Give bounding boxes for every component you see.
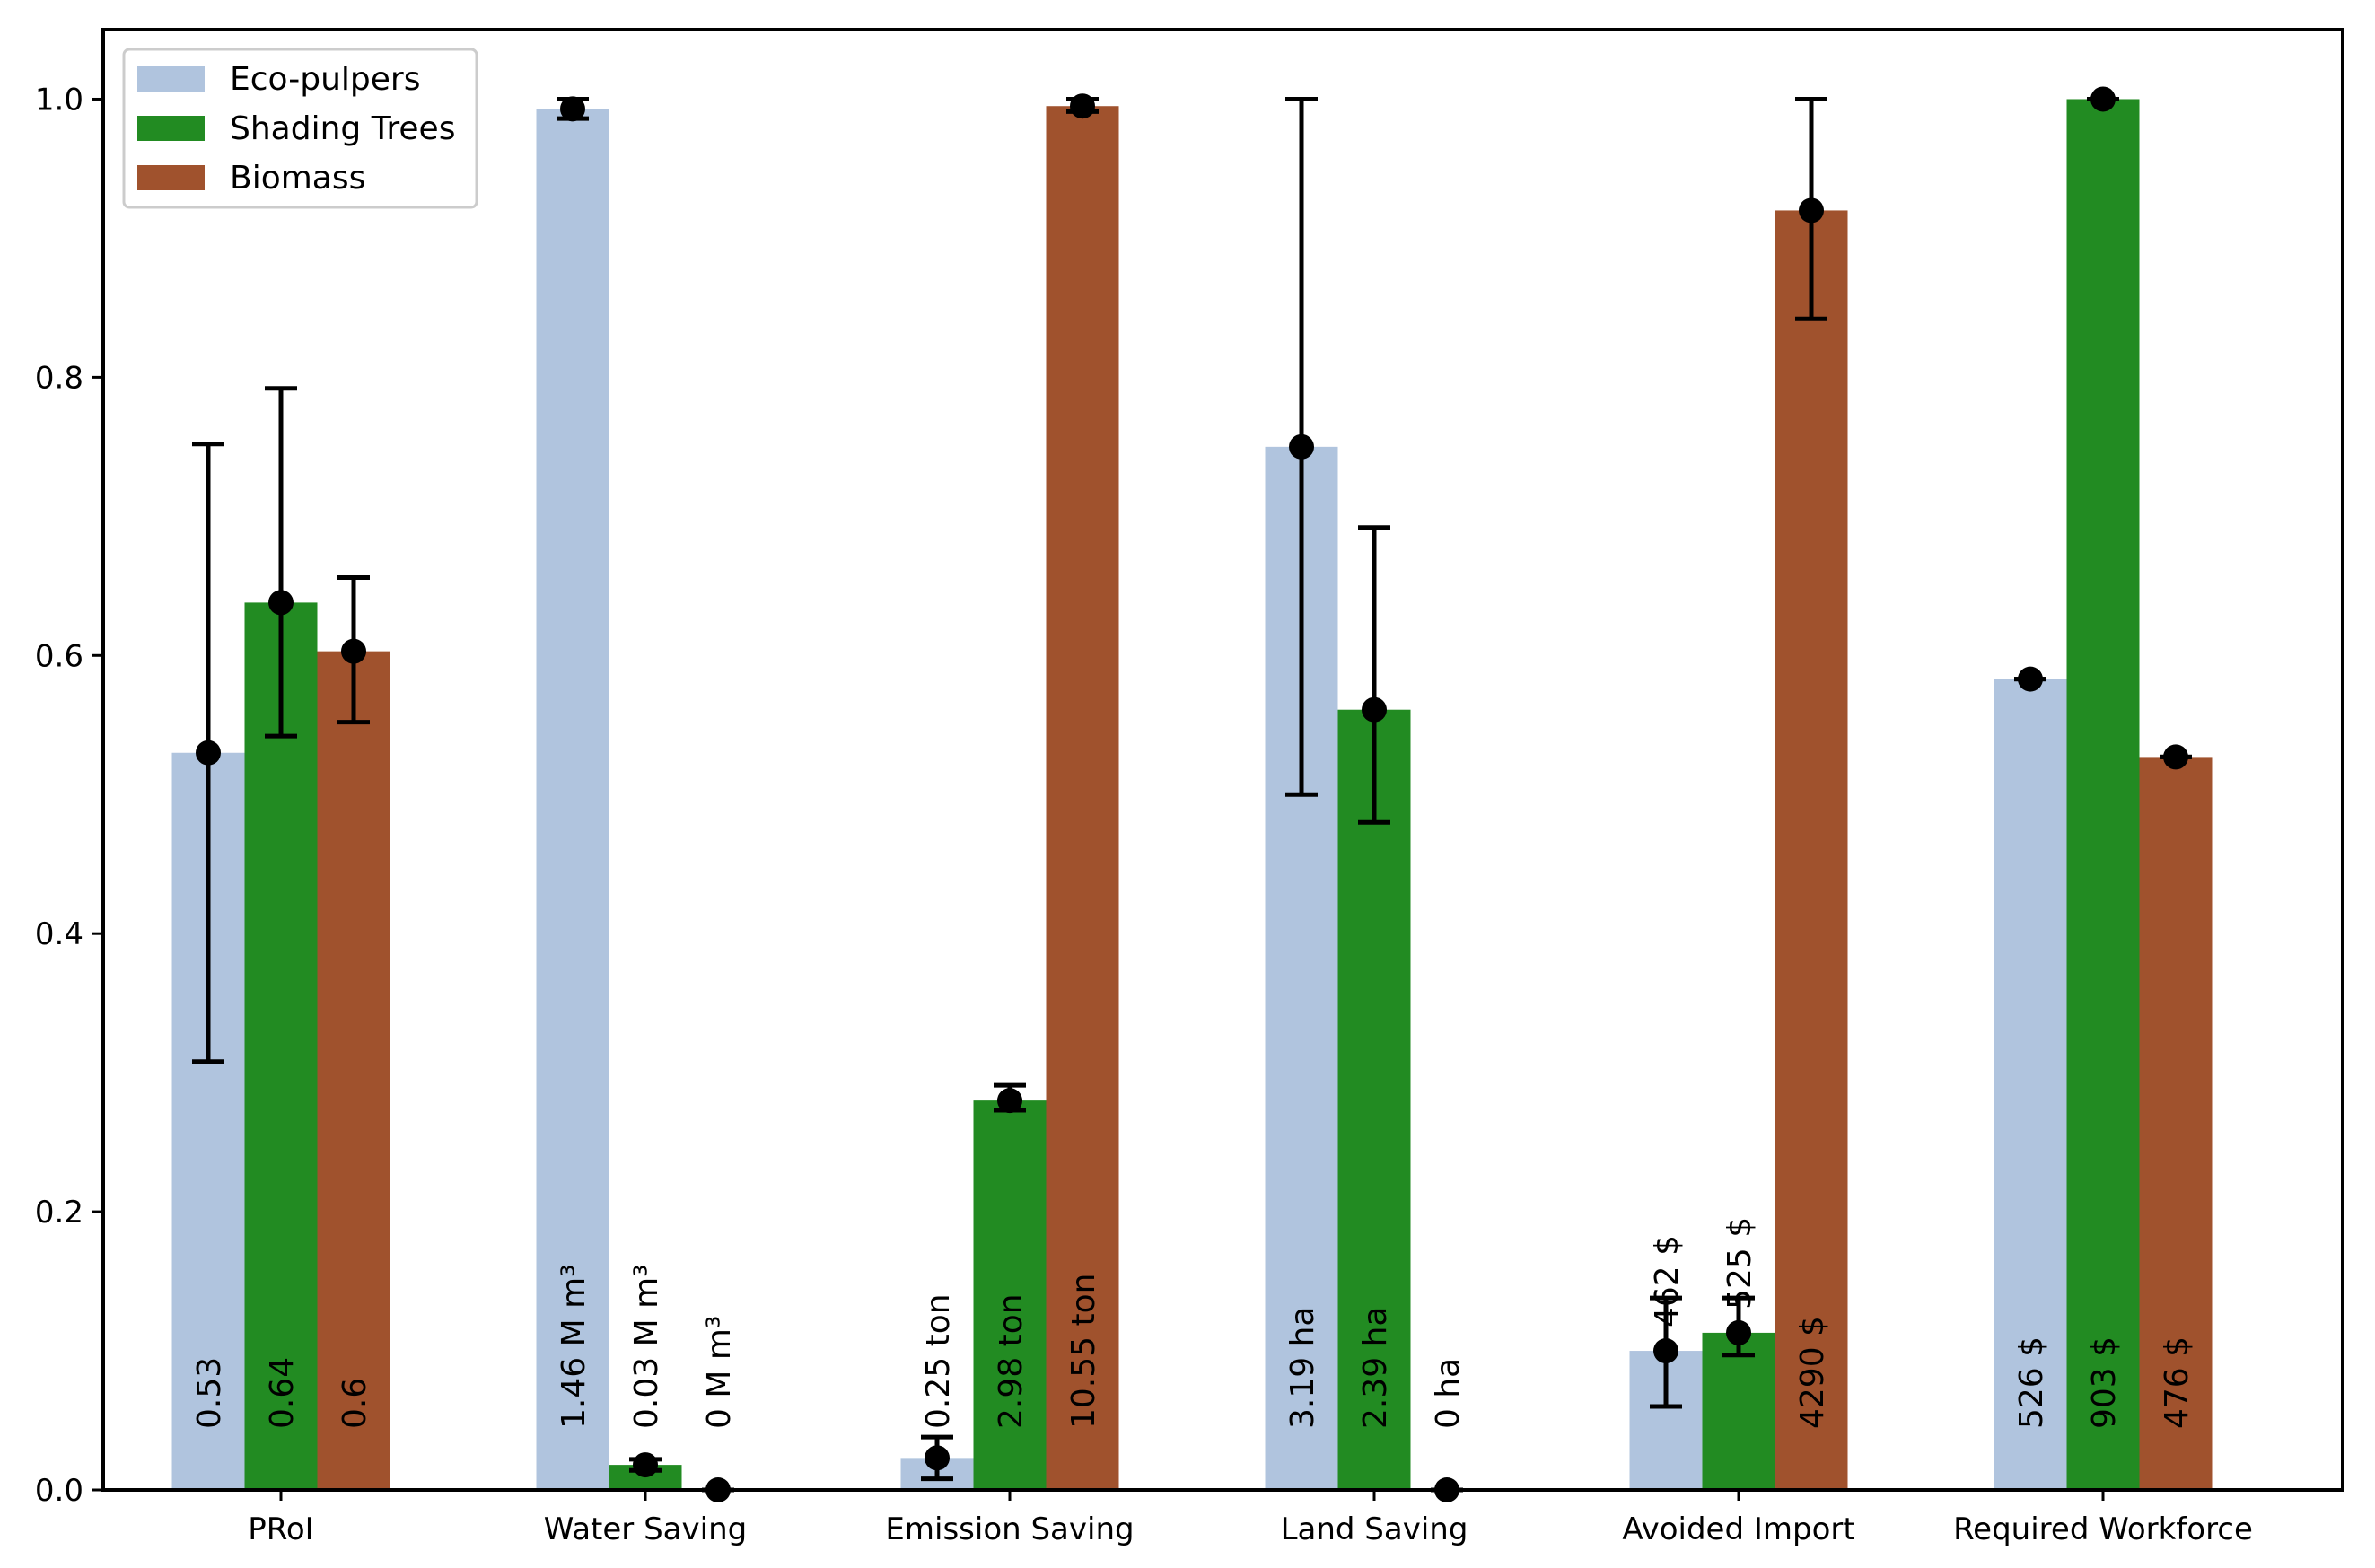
x-tick-label-0: PRoI xyxy=(248,1511,313,1547)
bar-label-0-5: 526 $ xyxy=(2013,1336,2050,1429)
bars-layer xyxy=(171,99,2213,1491)
legend-box xyxy=(122,48,478,209)
axes-frame xyxy=(101,28,2344,1492)
y-tick-label-0: 0.0 xyxy=(35,1473,83,1509)
bar-label-0-3: 3.19 ha xyxy=(1284,1307,1321,1429)
bar-label-2-3: 0 ha xyxy=(1430,1358,1467,1429)
bar-label-2-5: 476 $ xyxy=(2159,1336,2195,1429)
bar-label-2-1: 0 M m³ xyxy=(701,1316,738,1429)
mean-point-2-2 xyxy=(1070,93,1095,119)
mean-point-0-4 xyxy=(1653,1338,1678,1364)
mean-point-0-5 xyxy=(2018,666,2043,692)
mean-point-1-0 xyxy=(268,590,294,616)
bar-label-1-0: 0.64 xyxy=(264,1357,301,1429)
bar-label-1-5: 903 $ xyxy=(2086,1336,2123,1429)
bar-label-2-0: 0.6 xyxy=(337,1378,373,1429)
mean-point-0-0 xyxy=(196,740,221,766)
legend-label-0: Eco-pulpers xyxy=(230,61,420,98)
y-tick-label-4: 0.8 xyxy=(35,360,83,396)
bar-label-1-3: 2.39 ha xyxy=(1357,1307,1394,1429)
legend: Eco-pulpers Shading Trees Biomass xyxy=(122,48,478,209)
x-tick-label-1: Water Saving xyxy=(544,1511,747,1547)
mean-point-1-3 xyxy=(1362,696,1387,723)
mean-point-1-5 xyxy=(2090,86,2116,112)
bar-0-5 xyxy=(1994,679,2067,1490)
x-tick-label-2: Emission Saving xyxy=(885,1511,1134,1547)
bar-1-3 xyxy=(1337,709,1411,1490)
legend-label-2: Biomass xyxy=(230,160,365,197)
mean-point-0-3 xyxy=(1289,434,1314,460)
bar-label-1-2: 2.98 ton xyxy=(993,1293,1030,1429)
x-axis: PRoI Water Saving Emission Saving Land Savi… xyxy=(248,1490,2253,1547)
mean-point-2-4 xyxy=(1799,197,1824,223)
mean-point-2-0 xyxy=(341,638,366,664)
legend-swatch-0 xyxy=(137,66,205,92)
bar-label-1-1: 0.03 M m³ xyxy=(628,1264,665,1429)
bar-label-0-0: 0.53 xyxy=(191,1357,228,1429)
bar-2-0 xyxy=(317,651,390,1490)
bar-0-1 xyxy=(536,109,609,1490)
legend-label-1: Shading Trees xyxy=(230,110,455,147)
y-tick-label-1: 0.2 xyxy=(35,1195,83,1231)
bar-label-2-4: 4290 $ xyxy=(1794,1316,1831,1429)
x-tick-label-5: Required Workforce xyxy=(1953,1511,2253,1547)
bar-1-2 xyxy=(973,1100,1047,1490)
bar-label-0-4: 462 $ xyxy=(1649,1235,1686,1327)
mean-point-1-1 xyxy=(633,1452,658,1478)
bar-1-0 xyxy=(244,602,318,1490)
mean-point-1-2 xyxy=(997,1088,1022,1114)
y-axis: 0.0 0.2 0.4 0.6 0.8 1.0 xyxy=(35,82,103,1509)
mean-point-0-1 xyxy=(560,96,585,122)
legend-swatch-2 xyxy=(137,165,205,190)
mean-point-0-2 xyxy=(925,1445,950,1471)
bar-2-2 xyxy=(1046,106,1119,1491)
bar-1-5 xyxy=(2066,99,2140,1490)
bar-label-1-4: 525 $ xyxy=(1722,1217,1758,1310)
y-tick-label-3: 0.6 xyxy=(35,638,83,674)
bar-labels-layer: 0.53 1.46 M m³ 0.25 ton 3.19 ha 462 $ 526 $ 0.… xyxy=(191,1217,2195,1429)
bar-2-5 xyxy=(2139,757,2213,1490)
bar-label-0-2: 0.25 ton xyxy=(920,1293,957,1429)
bar-1-4 xyxy=(1702,1332,1775,1490)
x-tick-label-4: Avoided Import xyxy=(1622,1511,1854,1547)
mean-point-1-4 xyxy=(1726,1319,1751,1345)
bar-label-0-1: 1.46 M m³ xyxy=(556,1264,592,1429)
error-bars-layer xyxy=(192,86,2192,1502)
bar-label-2-2: 10.55 ton xyxy=(1065,1274,1102,1429)
legend-swatch-1 xyxy=(137,116,205,141)
mean-point-2-5 xyxy=(2163,744,2188,770)
bar-2-4 xyxy=(1775,210,1848,1490)
x-tick-label-3: Land Saving xyxy=(1281,1511,1468,1547)
y-tick-label-2: 0.4 xyxy=(35,916,83,952)
y-tick-label-5: 1.0 xyxy=(35,82,83,118)
